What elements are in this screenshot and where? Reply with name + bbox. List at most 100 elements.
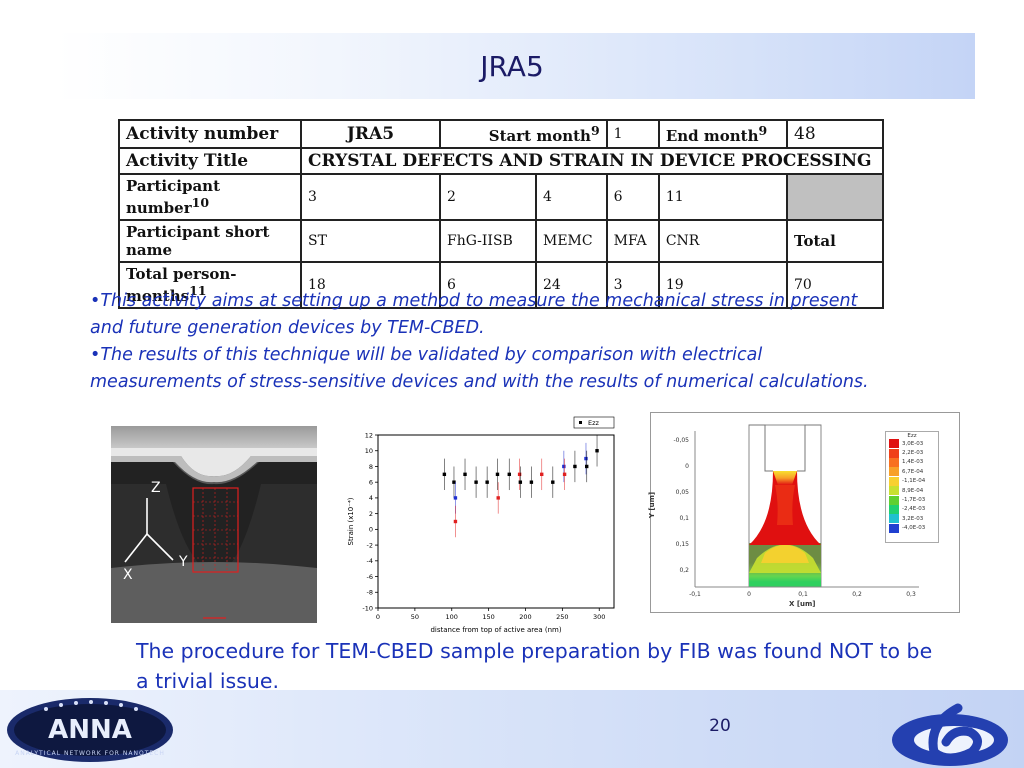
legend-swatch xyxy=(889,486,899,496)
activity-title-label: Activity Title xyxy=(118,147,302,175)
y-tick-label: 6 xyxy=(369,478,373,486)
axis-label-z: Z xyxy=(151,480,161,496)
fib-micrograph: Z Y X xyxy=(111,426,317,623)
y-tick-label: 0,05 xyxy=(675,489,689,496)
participant-short-name-cell: MEMC xyxy=(535,219,608,263)
y-tick-label: -0,05 xyxy=(673,437,689,444)
data-point xyxy=(474,480,478,484)
strain-scatter-plot: 0 50 100 150 200 250 300 -10 -8 -6 -4 -2 0 2 4 6 8 10 12 di… xyxy=(347,416,615,634)
bullet-item: •The results of this technique will be v… xyxy=(90,345,869,392)
legend-entry: 8,9E-04 xyxy=(889,486,938,496)
legend-label: Ezz xyxy=(588,419,600,427)
legend-swatch xyxy=(889,523,899,533)
end-month-value: 48 xyxy=(786,119,884,149)
legend-swatch xyxy=(889,457,899,467)
data-point xyxy=(585,464,589,469)
legend-entry: 1,4E-03 xyxy=(889,457,938,467)
y-tick-label: 4 xyxy=(369,494,373,502)
y-tick-label: 0,2 xyxy=(679,567,689,574)
table-row: Participant short name ST FhG-IISB MEMC … xyxy=(118,219,884,263)
legend-entry: -1,1E-04 xyxy=(889,476,938,486)
fib-micrograph-image xyxy=(111,426,317,623)
data-point xyxy=(540,472,544,477)
data-point xyxy=(452,480,456,484)
participant-number-empty-cell xyxy=(786,173,884,221)
legend-label: -2,4E-03 xyxy=(902,506,926,513)
y-tick-label: -8 xyxy=(367,589,373,597)
legend-marker xyxy=(579,421,582,424)
participant-number-cell: 6 xyxy=(605,173,660,221)
x-tick-label: -0,1 xyxy=(689,591,701,598)
data-point xyxy=(595,449,599,453)
table-row: Activity Title CRYSTAL DEFECTS AND STRAI… xyxy=(118,147,884,175)
legend-swatch xyxy=(889,439,899,449)
y-tick-label: -2 xyxy=(367,541,373,549)
x-tick-label: 100 xyxy=(446,613,458,621)
total-person-months-value: 70 xyxy=(786,261,884,309)
strain-map-x-label: X [um] xyxy=(789,600,816,608)
y-tick-label: 12 xyxy=(365,431,373,439)
legend-label: 1,4E-03 xyxy=(902,459,924,466)
y-tick-label: 0,15 xyxy=(675,541,689,548)
x-tick-label: 300 xyxy=(593,613,605,621)
total-person-months-label: Total person-months11 xyxy=(118,261,302,309)
y-tick-label: 0 xyxy=(685,463,689,470)
conclusion-text: The procedure for TEM-CBED sample prepar… xyxy=(136,639,933,693)
legend-label: -4,0E-03 xyxy=(902,525,926,532)
data-point xyxy=(453,496,458,500)
y-axis-label: Strain (x10⁻⁴) xyxy=(347,497,355,545)
start-month-value: 1 xyxy=(605,119,660,149)
start-month-label: Start month9 xyxy=(439,119,608,149)
data-point xyxy=(507,472,511,477)
strain-map-image xyxy=(694,424,919,588)
y-tick-label: 2 xyxy=(369,510,373,518)
person-months-cell: 3 xyxy=(605,261,660,309)
axis-label-x: X xyxy=(123,567,133,583)
data-point xyxy=(562,472,567,477)
y-tick-label: 8 xyxy=(369,463,373,471)
data-point xyxy=(517,472,522,477)
x-tick-label: 50 xyxy=(411,613,419,621)
legend-label: 6,7E-04 xyxy=(902,468,924,475)
strain-map-legend-title: Ezz xyxy=(907,433,917,439)
axis-label-y: Y xyxy=(179,554,188,570)
legend-entry: 3,2E-03 xyxy=(889,514,938,524)
data-point xyxy=(573,464,577,469)
legend-box xyxy=(573,416,615,429)
participant-number-cell: 4 xyxy=(535,173,608,221)
x-tick-label: 0,3 xyxy=(906,591,916,598)
table-row: Participant number10 3 2 4 6 11 xyxy=(118,173,884,221)
person-months-cell: 18 xyxy=(300,261,441,309)
participant-number-cell: 3 xyxy=(300,173,441,221)
data-point xyxy=(529,480,534,484)
legend-swatch xyxy=(889,448,899,458)
data-point xyxy=(518,480,523,484)
strain-map-y-label: Y [um] xyxy=(648,491,657,519)
bullet-list: •This activity aims at setting up a meth… xyxy=(90,288,890,396)
participant-short-name-label: Participant short name xyxy=(118,219,302,263)
slide-title: JRA5 xyxy=(480,50,544,83)
x-tick-label: 250 xyxy=(556,613,568,621)
strain-map-legend: Ezz 3,0E-03 2,2E-03 1,4E-03 6,7E-04 -1,1E-04… xyxy=(885,431,939,543)
legend-label: -1,7E-03 xyxy=(902,497,926,504)
strain-map-plot: X [um] Y [um] -0,1 0 0,1 0,2 0,3 -0,05 0 0,05 0… xyxy=(648,412,960,613)
bullet-item: •This activity aims at setting up a meth… xyxy=(90,291,858,338)
y-tick-label: -4 xyxy=(367,557,373,565)
legend-swatch xyxy=(889,514,899,524)
activity-table: Activity number JRA5 Start month9 1 End … xyxy=(118,119,884,309)
x-tick-label: 0,1 xyxy=(798,591,808,598)
participant-short-name-cell: CNR xyxy=(657,219,789,263)
y-tick-label: -6 xyxy=(367,573,373,581)
participant-number-cell: 11 xyxy=(657,173,789,221)
data-point xyxy=(584,456,588,461)
legend-label: 3,2E-03 xyxy=(902,515,924,522)
x-axis-label: distance from top of active area (nm) xyxy=(430,626,561,634)
person-months-cell: 24 xyxy=(535,261,608,309)
data-point xyxy=(496,496,500,500)
anna-logo-text: ANNA xyxy=(48,715,132,745)
legend-label: 8,9E-04 xyxy=(902,487,924,494)
legend-entry: 2,2E-03 xyxy=(889,448,938,458)
legend-entry: 6,7E-04 xyxy=(889,467,938,477)
data-point xyxy=(485,480,489,484)
participant-short-name-cell: ST xyxy=(300,219,441,263)
